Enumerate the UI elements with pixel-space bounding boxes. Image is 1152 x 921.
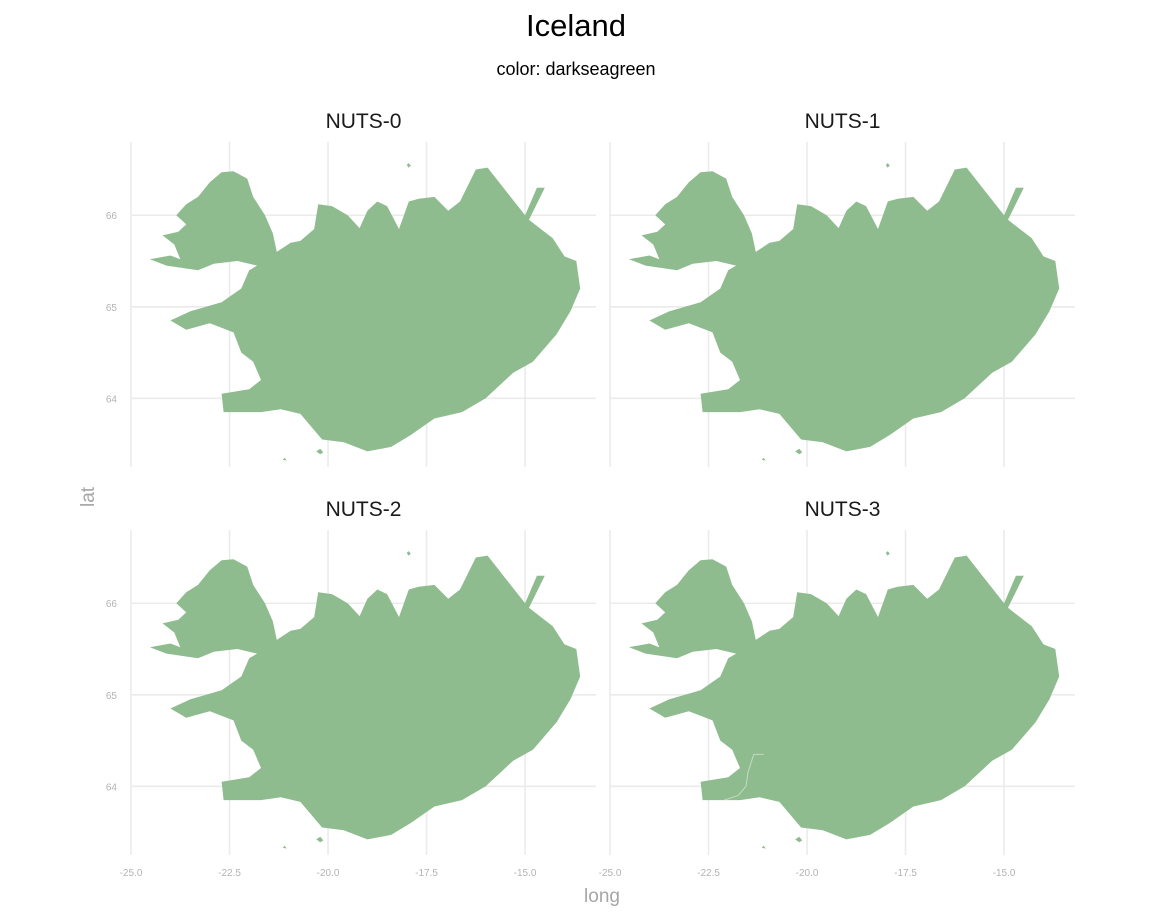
iceland-landmass — [149, 167, 581, 452]
facet-panel-3: NUTS-2 — [130, 498, 596, 855]
x-tick-label: -25.0 — [120, 868, 143, 879]
x-axis-ticks: -25.0 -22.5 -20.0 -17.5 -15.0 -25.0 -22.5 -20.0… — [120, 868, 1016, 879]
x-tick-label: -22.5 — [697, 868, 720, 879]
x-tick-label: -25.0 — [599, 868, 622, 879]
iceland-landmass — [628, 555, 1060, 840]
x-tick-label: -17.5 — [894, 868, 917, 879]
x-tick-label: -20.0 — [317, 868, 340, 879]
island — [282, 845, 287, 849]
chart-subtitle: color: darkseagreen — [496, 59, 656, 79]
x-tick-label: -20.0 — [796, 868, 819, 879]
panel-title: NUTS-0 — [326, 110, 402, 133]
island — [885, 551, 890, 556]
facet-panel-4: NUTS-3 — [609, 498, 1075, 855]
x-axis-title: long — [584, 886, 620, 907]
region-border — [724, 753, 764, 801]
facet-panel-1: NUTS-0 — [130, 110, 596, 467]
y-tick-label: 66 — [106, 211, 118, 222]
iceland-landmass — [628, 167, 1060, 452]
panel-title: NUTS-3 — [805, 498, 881, 521]
island — [406, 551, 411, 556]
y-tick-label: 66 — [106, 599, 118, 610]
facet-panels: NUTS-0 NUTS-1 NUTS-2 NUTS-3 — [130, 110, 1075, 855]
island — [282, 457, 287, 461]
island — [316, 448, 324, 455]
y-axis-title: lat — [78, 486, 99, 507]
island — [316, 836, 324, 843]
panel-title: NUTS-2 — [326, 498, 402, 521]
y-axis-ticks: 64 65 66 64 65 66 — [106, 211, 118, 793]
facet-panel-2: NUTS-1 — [609, 110, 1075, 467]
x-tick-label: -22.5 — [218, 868, 241, 879]
x-tick-label: -17.5 — [415, 868, 438, 879]
island — [406, 163, 411, 168]
iceland-landmass — [149, 555, 581, 840]
island — [761, 845, 766, 849]
island — [885, 163, 890, 168]
y-tick-label: 64 — [106, 782, 118, 793]
island — [761, 457, 766, 461]
island — [795, 836, 803, 843]
y-tick-label: 65 — [106, 303, 118, 314]
y-tick-label: 65 — [106, 691, 118, 702]
x-tick-label: -15.0 — [514, 868, 537, 879]
chart-title: Iceland — [526, 8, 626, 43]
y-tick-label: 64 — [106, 394, 118, 405]
panel-title: NUTS-1 — [805, 110, 881, 133]
x-tick-label: -15.0 — [993, 868, 1016, 879]
island — [795, 448, 803, 455]
